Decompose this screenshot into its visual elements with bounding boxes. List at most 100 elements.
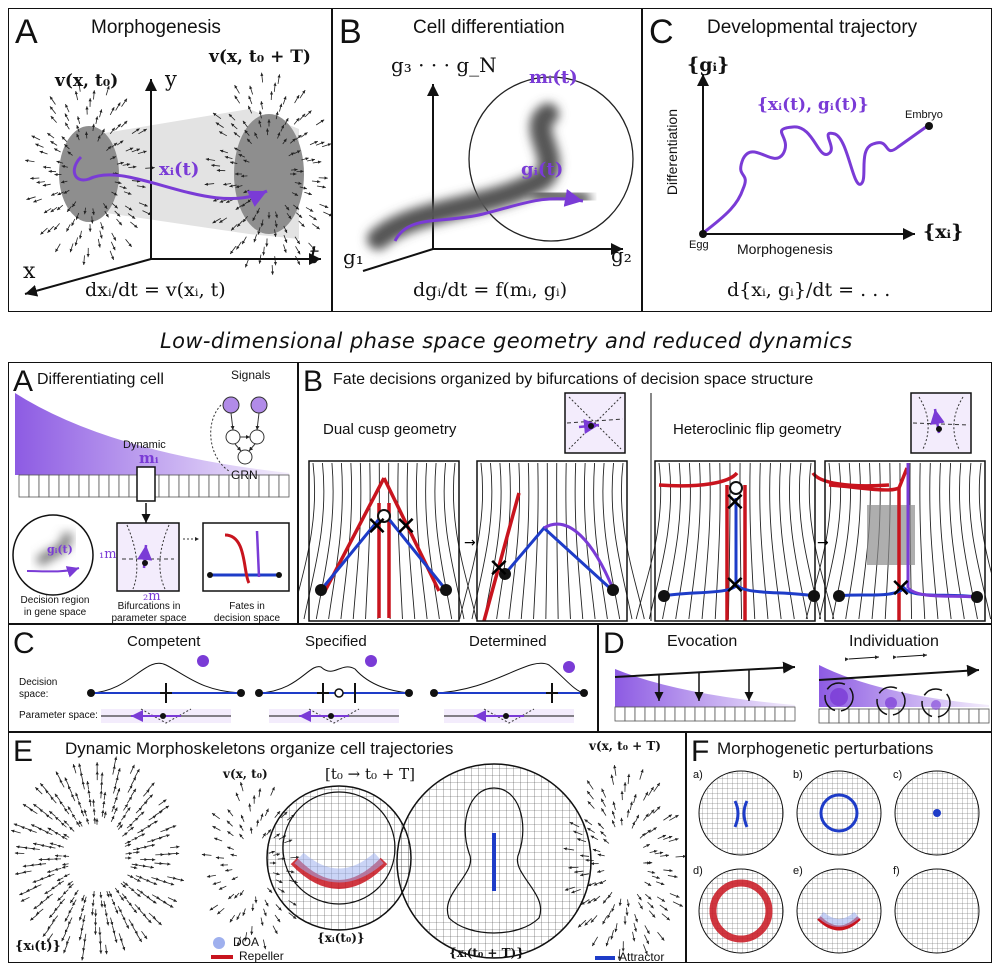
label-ylabel: Differentiation [664, 108, 681, 196]
state-determined: Determined [469, 633, 547, 650]
equation: dxᵢ/dt = v(xᵢ, t) [85, 279, 226, 301]
egg-point [699, 230, 707, 238]
gene-node [249, 429, 265, 445]
caption-fates: Fates in decision space [213, 601, 281, 624]
panel-commitment-states: C Competent Specified Determined Decisio… [8, 624, 598, 732]
label-egg: Egg [689, 239, 709, 251]
legend-attractor: Attractor [619, 950, 665, 963]
evocation-figure [614, 653, 990, 724]
label-v-t0T: v(x, t₀ + T) [209, 47, 311, 67]
state-competent: Competent [127, 633, 201, 650]
label-axis-g1: g₁ [343, 245, 364, 269]
panel-differentiating-cell: A Differentiating cell Signals GRN Dynam… [8, 362, 298, 624]
axis-g1 [362, 248, 434, 272]
title-evocation: Evocation [667, 633, 738, 650]
trajectory-figure [697, 74, 933, 240]
panel-letter: F [691, 735, 710, 768]
bifurcation-figure: ✕ ✕ ✕ ✕ ✕ ✕ → → [299, 392, 991, 622]
fates-box [202, 522, 290, 592]
differentiating-cell-figure [12, 393, 290, 596]
caption-bifurcations: Bifurcations in parameter space [111, 601, 187, 624]
svg-text:✕: ✕ [890, 574, 912, 604]
panel-morphoskeletons: E Dynamic Morphoskeletons organize cell … [8, 732, 686, 963]
panel-title: Cell differentiation [413, 17, 565, 38]
label-xi-t0T: {xᵢ(t₀ + T)} [449, 946, 524, 960]
equation: dgᵢ/dt = f(mᵢ, gᵢ) [413, 279, 568, 301]
label-axis-t: t [309, 241, 319, 269]
svg-text:✕: ✕ [724, 571, 746, 601]
velocity-field-t0 [25, 81, 155, 266]
domain-of-attraction [294, 852, 384, 883]
sub-d: d) [693, 865, 703, 877]
label-g: gᵢ(t) [47, 543, 73, 556]
label-axis-x: x [23, 259, 36, 284]
subtitle-heteroclinic-flip: Heteroclinic flip geometry [673, 421, 842, 438]
section-title: Low-dimensional phase space geometry and… [160, 329, 853, 353]
title-individuation: Individuation [849, 633, 939, 650]
label-m: mᵢ(t) [529, 67, 578, 88]
panel-morphogenesis: A Morphogenesis v(x, t₀) v(x, t₀ + T) y … [8, 8, 332, 312]
gene-node [225, 429, 241, 445]
panel-developmental-trajectory: C Developmental trajectory {gᵢ} {xᵢ} Dif… [642, 8, 992, 312]
label-axis-g3: g₃ · · · g_N [391, 53, 497, 77]
differentiation-shadow [367, 103, 561, 250]
panel-title: Dynamic Morphoskeletons organize cell tr… [65, 739, 454, 758]
label-v-t0: v(x, t₀) [55, 71, 119, 91]
svg-text:✕: ✕ [488, 554, 510, 584]
panel-fate-decisions: ✕ ✕ ✕ ✕ ✕ ✕ → → [298, 362, 992, 624]
tissue-cells [18, 474, 290, 498]
developmental-path [702, 125, 927, 235]
label-trajectory: {xᵢ(t), gᵢ(t)} [757, 95, 869, 115]
material-grid-t0 [266, 785, 412, 931]
label-signals: Signals [231, 368, 271, 382]
svg-text:→: → [464, 535, 476, 551]
equation: d{xᵢ, gᵢ}/dt = . . . [727, 279, 891, 301]
panel-evocation-individuation: D Evocation Individuation [598, 624, 992, 732]
panel-letter: C [649, 13, 674, 51]
perturbation-figure [698, 770, 980, 954]
sub-b: b) [793, 769, 803, 781]
dynamic-cell [136, 466, 156, 502]
svg-text:→: → [817, 535, 829, 551]
sub-e: e) [793, 865, 803, 877]
signal-node [222, 396, 240, 414]
caption-decision-region: Decision region in gene space [20, 595, 90, 618]
svg-text:✕: ✕ [395, 512, 417, 542]
tissue-blob-t0 [59, 126, 119, 222]
label-dynamic: Dynamic [123, 439, 166, 451]
differentiation-figure [362, 76, 634, 272]
label-gi: {gᵢ} [687, 54, 730, 76]
panel-letter: A [15, 13, 38, 51]
commitment-figure [87, 655, 588, 724]
panel-letter: E [13, 735, 34, 768]
label-xlabel: Morphogenesis [737, 241, 833, 257]
bifurcation-box [116, 522, 180, 592]
svg-text:✕: ✕ [366, 512, 388, 542]
panel-letter: A [13, 365, 34, 398]
label-trajectory: xᵢ(t) [159, 159, 200, 180]
velocity-field-left [11, 756, 185, 961]
signal-node [250, 396, 268, 414]
label-embryo: Embryo [905, 109, 943, 121]
label-v-t0: v(x, t₀) [223, 767, 268, 781]
decision-region-circle [468, 76, 634, 242]
label-xi: {xᵢ} [923, 221, 964, 243]
panel-title: Developmental trajectory [707, 17, 918, 38]
label-m2: ₂m [143, 589, 161, 604]
label-m1: ₁m [99, 547, 117, 562]
state-diagrams [87, 655, 588, 724]
panel-title: Morphogenetic perturbations [717, 739, 934, 758]
sub-f: f) [893, 865, 900, 877]
sub-c: c) [893, 769, 903, 781]
cell-trajectory [72, 155, 268, 207]
axis-x [24, 258, 152, 297]
legend-doa: DOA [233, 935, 260, 949]
subtitle-dual-cusp: Dual cusp geometry [323, 421, 457, 438]
gene-trajectory [393, 189, 584, 242]
panel-perturbations: F Morphogenetic perturbations a) b) c) d… [686, 732, 992, 963]
legend-repeller: Repeller [239, 949, 284, 963]
panel-title: Morphogenesis [91, 17, 221, 38]
panel-letter: B [303, 365, 324, 398]
panel-letter: D [603, 627, 625, 660]
label-axis-y: y [165, 67, 177, 91]
